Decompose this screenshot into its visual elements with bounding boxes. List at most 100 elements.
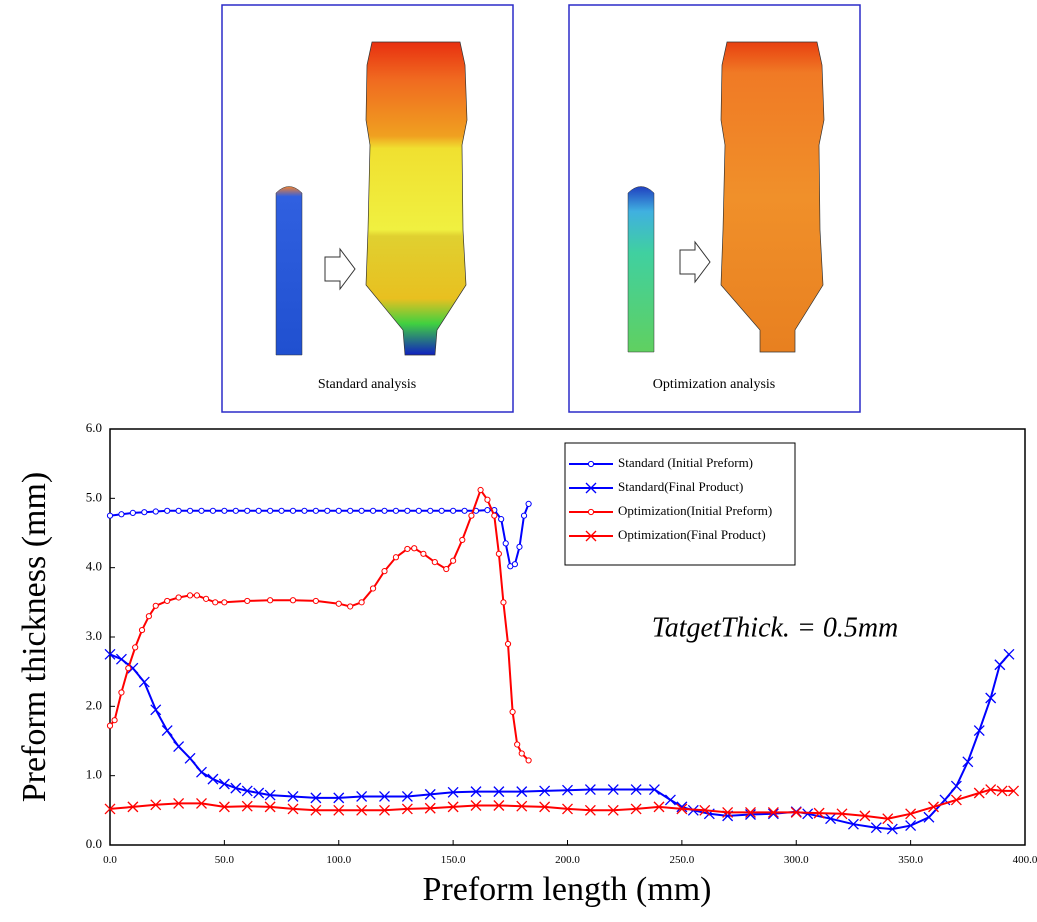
marker	[302, 508, 307, 513]
x-tick-label: 200.0	[555, 854, 580, 866]
marker	[492, 513, 497, 518]
marker	[203, 596, 208, 601]
marker	[588, 509, 593, 514]
marker	[119, 690, 124, 695]
marker	[336, 508, 341, 513]
marker	[176, 508, 181, 513]
marker	[505, 641, 510, 646]
marker	[139, 677, 149, 687]
y-tick-label: 4.0	[86, 559, 102, 574]
marker	[174, 742, 184, 752]
marker	[162, 726, 172, 736]
marker	[512, 562, 517, 567]
marker	[974, 726, 984, 736]
marker	[924, 812, 934, 822]
marker	[153, 509, 158, 514]
marker	[268, 508, 273, 513]
marker	[432, 560, 437, 565]
marker	[501, 600, 506, 605]
marker	[974, 788, 984, 798]
marker	[208, 774, 218, 784]
marker	[133, 645, 138, 650]
marker	[526, 758, 531, 763]
marker	[451, 508, 456, 513]
y-axis-title: Preform thickness (mm)	[16, 472, 53, 803]
x-tick-label: 0.0	[103, 854, 117, 866]
legend-label: Optimization(Final Product)	[618, 527, 766, 542]
marker	[348, 604, 353, 609]
marker	[370, 586, 375, 591]
marker	[197, 767, 207, 777]
marker	[290, 598, 295, 603]
marker	[336, 601, 341, 606]
marker	[412, 546, 417, 551]
bottle-image	[366, 42, 467, 355]
annotation: TatgetThick. = 0.5mm	[652, 612, 899, 643]
marker	[313, 598, 318, 603]
figure: Standard analysis Optimization analysis …	[0, 0, 1037, 917]
marker	[439, 508, 444, 513]
x-tick-label: 250.0	[670, 854, 695, 866]
marker	[348, 508, 353, 513]
marker	[478, 487, 483, 492]
marker	[139, 627, 144, 632]
marker	[245, 598, 250, 603]
marker	[119, 512, 124, 517]
marker	[187, 508, 192, 513]
marker	[499, 517, 504, 522]
marker	[256, 508, 261, 513]
marker	[199, 508, 204, 513]
marker	[517, 544, 522, 549]
marker	[151, 705, 161, 715]
marker	[462, 508, 467, 513]
arrow	[680, 242, 710, 282]
marker	[219, 779, 229, 789]
marker	[451, 558, 456, 563]
marker	[290, 508, 295, 513]
marker	[503, 541, 508, 546]
marker	[187, 593, 192, 598]
marker	[112, 718, 117, 723]
y-tick-label: 3.0	[86, 628, 102, 643]
marker	[393, 555, 398, 560]
marker	[194, 593, 199, 598]
marker	[393, 508, 398, 513]
x-tick-label: 400.0	[1013, 854, 1037, 866]
marker	[107, 723, 112, 728]
y-tick-label: 2.0	[86, 697, 102, 712]
marker	[130, 510, 135, 515]
marker	[165, 598, 170, 603]
marker	[1004, 649, 1014, 659]
y-tick-label: 0.0	[86, 836, 102, 851]
marker	[405, 546, 410, 551]
caption: Optimization analysis	[653, 377, 775, 392]
marker	[444, 566, 449, 571]
marker	[519, 751, 524, 756]
marker	[515, 742, 520, 747]
marker	[233, 508, 238, 513]
panel-optimization: Optimization analysis	[569, 5, 860, 412]
marker	[153, 603, 158, 608]
marker	[176, 595, 181, 600]
marker	[677, 802, 687, 812]
marker	[588, 461, 593, 466]
marker	[213, 600, 218, 605]
marker	[268, 598, 273, 603]
x-axis-title: Preform length (mm)	[423, 871, 712, 908]
marker	[116, 654, 126, 664]
marker	[485, 508, 490, 513]
caption: Standard analysis	[318, 377, 416, 392]
page: {"panels": [{"caption": "Standard analys…	[0, 0, 1037, 922]
arrow	[325, 249, 355, 289]
bottle-image	[721, 42, 824, 352]
marker	[951, 781, 961, 791]
legend-label: Optimization(Initial Preform)	[618, 503, 772, 518]
marker	[165, 508, 170, 513]
x-tick-label: 350.0	[898, 854, 923, 866]
marker	[359, 508, 364, 513]
marker	[469, 513, 474, 518]
x-tick-label: 50.0	[215, 854, 235, 866]
marker	[245, 508, 250, 513]
marker	[126, 666, 131, 671]
marker	[313, 508, 318, 513]
